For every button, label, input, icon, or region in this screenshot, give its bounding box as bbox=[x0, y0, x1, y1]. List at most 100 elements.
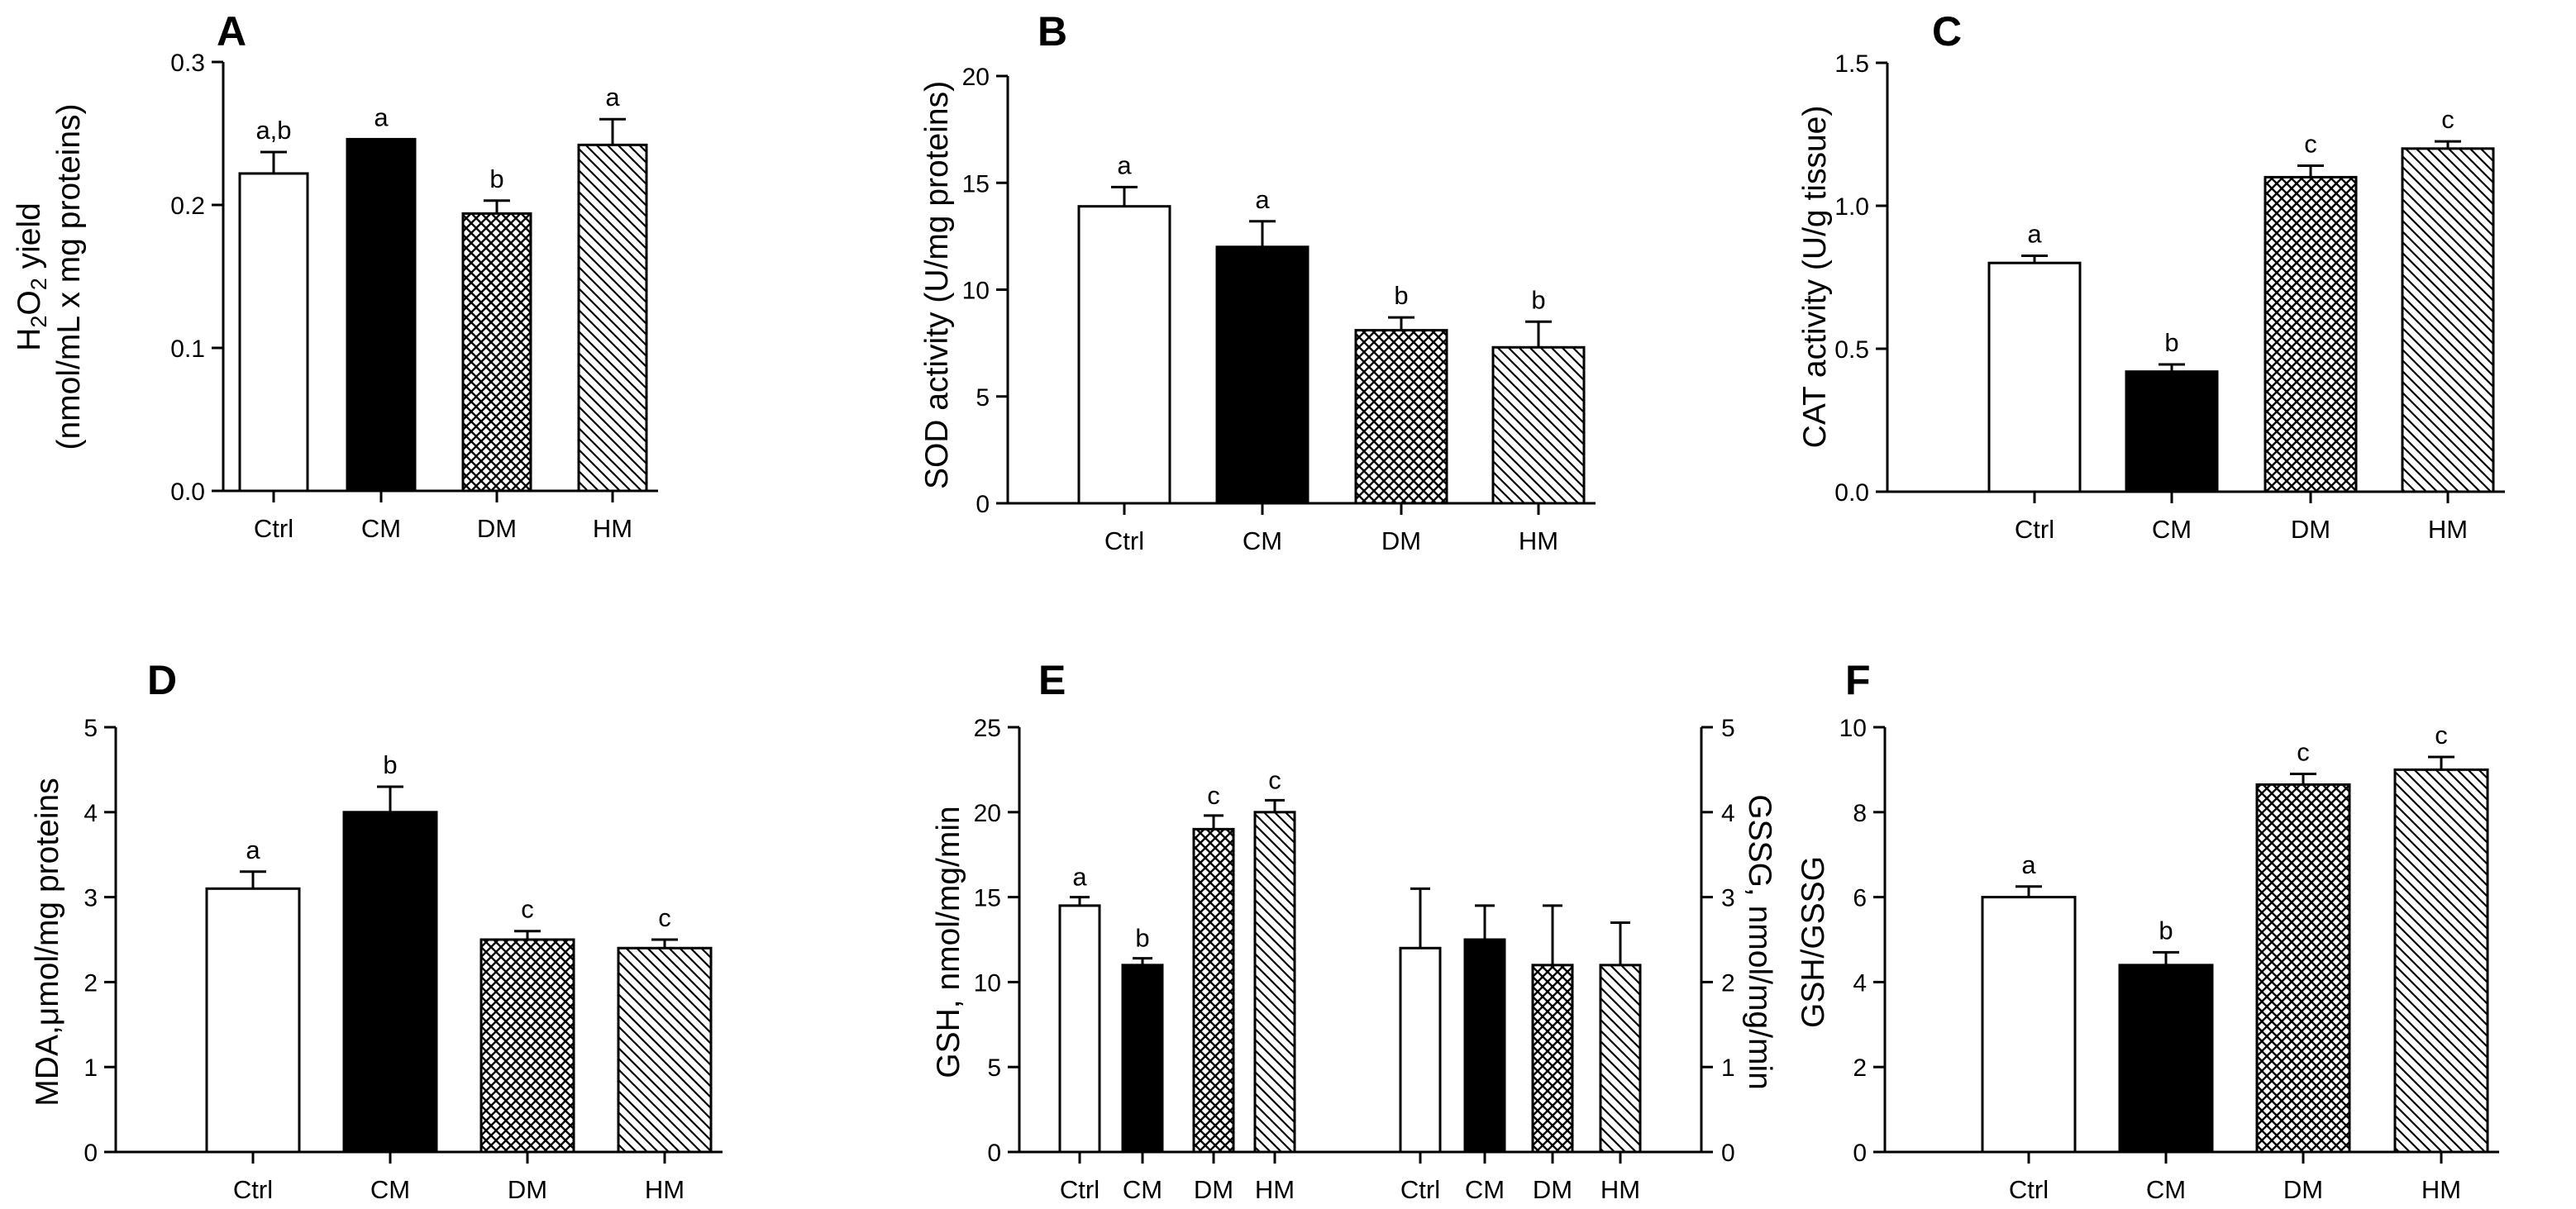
significance-letter: a,b bbox=[255, 116, 291, 145]
y-tick-label: 10 bbox=[962, 278, 990, 305]
bar-gsh-hm bbox=[1253, 811, 1296, 1154]
panel-label: E bbox=[1038, 657, 1066, 703]
x-tick-label: DM bbox=[477, 514, 517, 543]
y-tick-label: 0 bbox=[1853, 1140, 1867, 1167]
bar-ctrl bbox=[1077, 205, 1171, 505]
y-tick-label: 0.1 bbox=[170, 336, 205, 363]
bar-gsh-cm bbox=[1121, 964, 1164, 1154]
bar-dm bbox=[2255, 783, 2351, 1154]
significance-letter: a bbox=[1255, 185, 1270, 214]
x-tick-label: Ctrl bbox=[1060, 1175, 1100, 1204]
y-tick-label: 4 bbox=[1853, 969, 1867, 997]
x-tick-label: DM bbox=[1381, 526, 1421, 555]
significance-letter: b bbox=[489, 164, 503, 193]
y-axis-title-line2: (nmol/mL x mg proteins) bbox=[51, 103, 87, 450]
bar-hm bbox=[617, 946, 713, 1154]
y-tick-label-left: 10 bbox=[974, 969, 1001, 997]
x-tick-label: CM bbox=[361, 514, 401, 543]
y-tick-label-left: 15 bbox=[974, 885, 1001, 912]
bar-gssg-cm bbox=[1463, 938, 1506, 1154]
y-tick-label: 0.3 bbox=[170, 50, 205, 77]
bar-gssg-dm bbox=[1531, 964, 1574, 1154]
panel-label: C bbox=[1932, 8, 1962, 55]
significance-letter: c bbox=[2441, 105, 2454, 134]
bar-ctrl bbox=[1981, 896, 2077, 1154]
bar-hm bbox=[1491, 345, 1586, 505]
significance-letter: a bbox=[2027, 220, 2042, 249]
significance-letter: c bbox=[1268, 765, 1281, 794]
y-tick-label: 10 bbox=[1839, 715, 1867, 742]
y-tick-label: 6 bbox=[1853, 885, 1867, 912]
panel-label: F bbox=[1845, 657, 1871, 703]
y-axis-title: H2O2 yield bbox=[12, 202, 51, 351]
y-tick-label-left: 5 bbox=[987, 1054, 1001, 1082]
bar-ctrl bbox=[1987, 261, 2082, 493]
x-tick-label: DM bbox=[508, 1175, 547, 1204]
panel-B: 0 5 10 15 20 Ctrl a CM a DM b HM b B SOD activity (U/m… bbox=[919, 8, 1596, 555]
bar-cm bbox=[342, 811, 438, 1154]
y-tick-label: 4 bbox=[83, 800, 98, 827]
y-tick-label-left: 20 bbox=[974, 800, 1001, 827]
y-tick-label-right: 5 bbox=[1721, 715, 1735, 742]
bar-ctrl bbox=[205, 887, 301, 1154]
y-tick-label-right: 3 bbox=[1721, 885, 1735, 912]
y-axis-title-right: GSSG, nmol/mg/min bbox=[1742, 794, 1777, 1090]
significance-letter: a bbox=[1117, 150, 1132, 179]
y-tick-label: 2 bbox=[1853, 1054, 1867, 1082]
y-axis-title: MDA,μmol/mg proteins bbox=[30, 778, 65, 1106]
y-tick-label: 2 bbox=[83, 969, 98, 997]
significance-letter: b bbox=[1531, 285, 1545, 314]
x-tick-label: Ctrl bbox=[2009, 1175, 2049, 1204]
x-tick-label: HM bbox=[2421, 1175, 2461, 1204]
x-tick-label: Ctrl bbox=[233, 1175, 273, 1204]
significance-letter: b bbox=[1394, 281, 1408, 310]
y-tick-label: 0 bbox=[83, 1140, 98, 1167]
x-tick-label: CM bbox=[1243, 526, 1282, 555]
panel-label: B bbox=[1038, 8, 1067, 55]
y-tick-label: 0.0 bbox=[170, 478, 205, 506]
x-tick-label: DM bbox=[1533, 1175, 1572, 1204]
x-tick-label: DM bbox=[2291, 515, 2330, 544]
x-tick-label: Ctrl bbox=[254, 514, 293, 543]
significance-letter: b bbox=[2164, 328, 2178, 357]
y-tick-label: 0 bbox=[976, 491, 990, 518]
x-tick-label: Ctrl bbox=[1104, 526, 1144, 555]
bar-gssg-ctrl bbox=[1399, 946, 1442, 1154]
x-tick-label: Ctrl bbox=[2015, 515, 2054, 544]
x-tick-label: CM bbox=[2146, 1175, 2186, 1204]
panel-E: 0 5 10 15 20 25 0 1 2 3 4 5 Ctrl a CM b DM c HM c Ctrl CM DM HM… bbox=[931, 657, 1777, 1204]
significance-letter: a bbox=[246, 835, 260, 864]
bar-cm bbox=[346, 137, 417, 493]
y-tick-label: 1.0 bbox=[1834, 193, 1869, 221]
significance-letter: c bbox=[2435, 721, 2448, 750]
y-tick-label: 5 bbox=[83, 715, 98, 742]
bar-hm bbox=[577, 143, 648, 493]
y-axis-title-part: 2 bbox=[26, 278, 51, 290]
significance-letter: a bbox=[605, 83, 620, 112]
y-tick-label: 1.5 bbox=[1834, 50, 1869, 78]
y-tick-label-right: 2 bbox=[1721, 969, 1735, 997]
y-axis-title: SOD activity (U/mg proteins) bbox=[919, 81, 955, 489]
y-tick-label: 0.2 bbox=[170, 193, 205, 220]
y-tick-label: 5 bbox=[976, 384, 990, 412]
y-tick-label: 1 bbox=[83, 1054, 98, 1082]
y-axis-title-part: yield bbox=[12, 202, 47, 278]
bar-gssg-hm bbox=[1599, 964, 1642, 1154]
y-axis-title: CAT activity (U/g tissue) bbox=[1797, 106, 1833, 449]
x-tick-label: CM bbox=[1465, 1175, 1505, 1204]
significance-letter: b bbox=[1135, 924, 1149, 953]
x-tick-label: DM bbox=[1194, 1175, 1233, 1204]
y-axis-title: GSH/GSSG bbox=[1796, 856, 1831, 1028]
bar-hm bbox=[2401, 147, 2495, 493]
panel-label: D bbox=[147, 657, 177, 703]
significance-letter: c bbox=[2304, 130, 2317, 159]
bar-dm bbox=[2264, 175, 2358, 493]
significance-letter: c bbox=[521, 895, 534, 924]
y-axis-title-part: H bbox=[12, 328, 47, 351]
panel-F: 0 2 4 6 8 10 Ctrl a CM b DM c HM c F GSH/GSSG bbox=[1796, 657, 2499, 1204]
x-tick-label: HM bbox=[645, 1175, 685, 1204]
y-tick-label-left: 25 bbox=[974, 715, 1001, 742]
y-tick-label: 0.0 bbox=[1834, 479, 1869, 507]
y-tick-label-left: 0 bbox=[987, 1140, 1001, 1167]
